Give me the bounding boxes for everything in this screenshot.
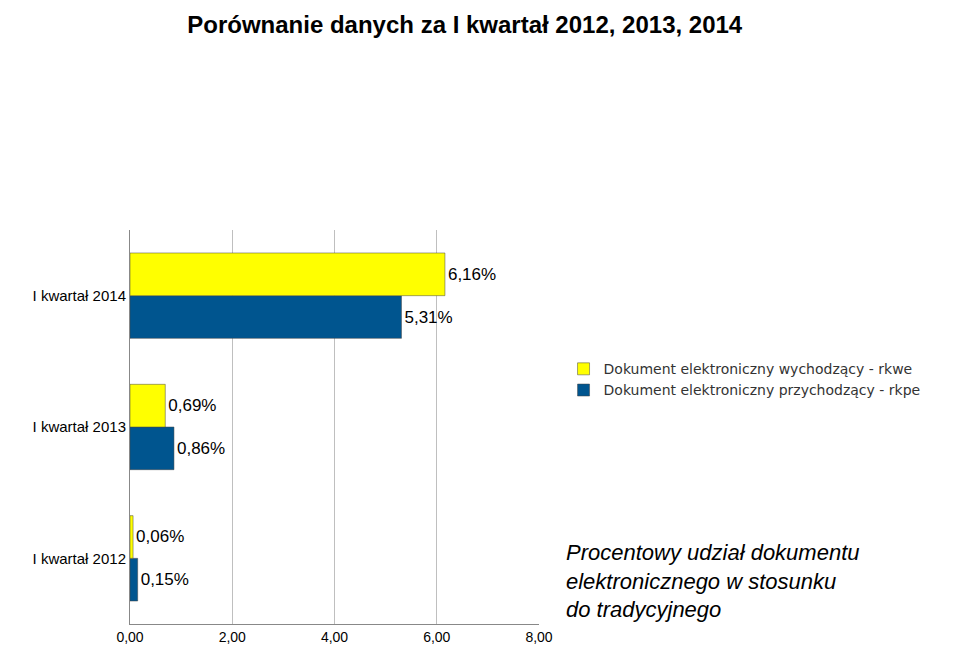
svg-text:I kwartał 2014: I kwartał 2014 (33, 287, 126, 304)
svg-text:4,00: 4,00 (321, 629, 348, 645)
svg-text:6,16%: 6,16% (448, 265, 496, 284)
svg-text:Procentowy udział dokumentuele: Procentowy udział dokumentuelektroniczne… (566, 540, 860, 622)
svg-text:0,15%: 0,15% (141, 570, 189, 589)
svg-text:I kwartał 2013: I kwartał 2013 (33, 418, 126, 435)
svg-text:Porównanie danych za I kwartał: Porównanie danych za I kwartał 2012, 201… (187, 11, 743, 38)
svg-text:0,69%: 0,69% (168, 396, 216, 415)
svg-text:5,31%: 5,31% (404, 308, 452, 327)
svg-text:Dokument elektroniczny wychodz: Dokument elektroniczny wychodzący - rkwe (604, 361, 913, 377)
svg-text:8,00: 8,00 (525, 629, 552, 645)
svg-text:Dokument elektroniczny przycho: Dokument elektroniczny przychodzący - rk… (604, 382, 921, 398)
svg-text:I kwartał 2012: I kwartał 2012 (33, 550, 126, 567)
svg-text:0,06%: 0,06% (136, 527, 184, 546)
svg-text:2,00: 2,00 (219, 629, 246, 645)
svg-text:0,00: 0,00 (116, 629, 143, 645)
svg-text:0,86%: 0,86% (177, 439, 225, 458)
svg-text:6,00: 6,00 (423, 629, 450, 645)
